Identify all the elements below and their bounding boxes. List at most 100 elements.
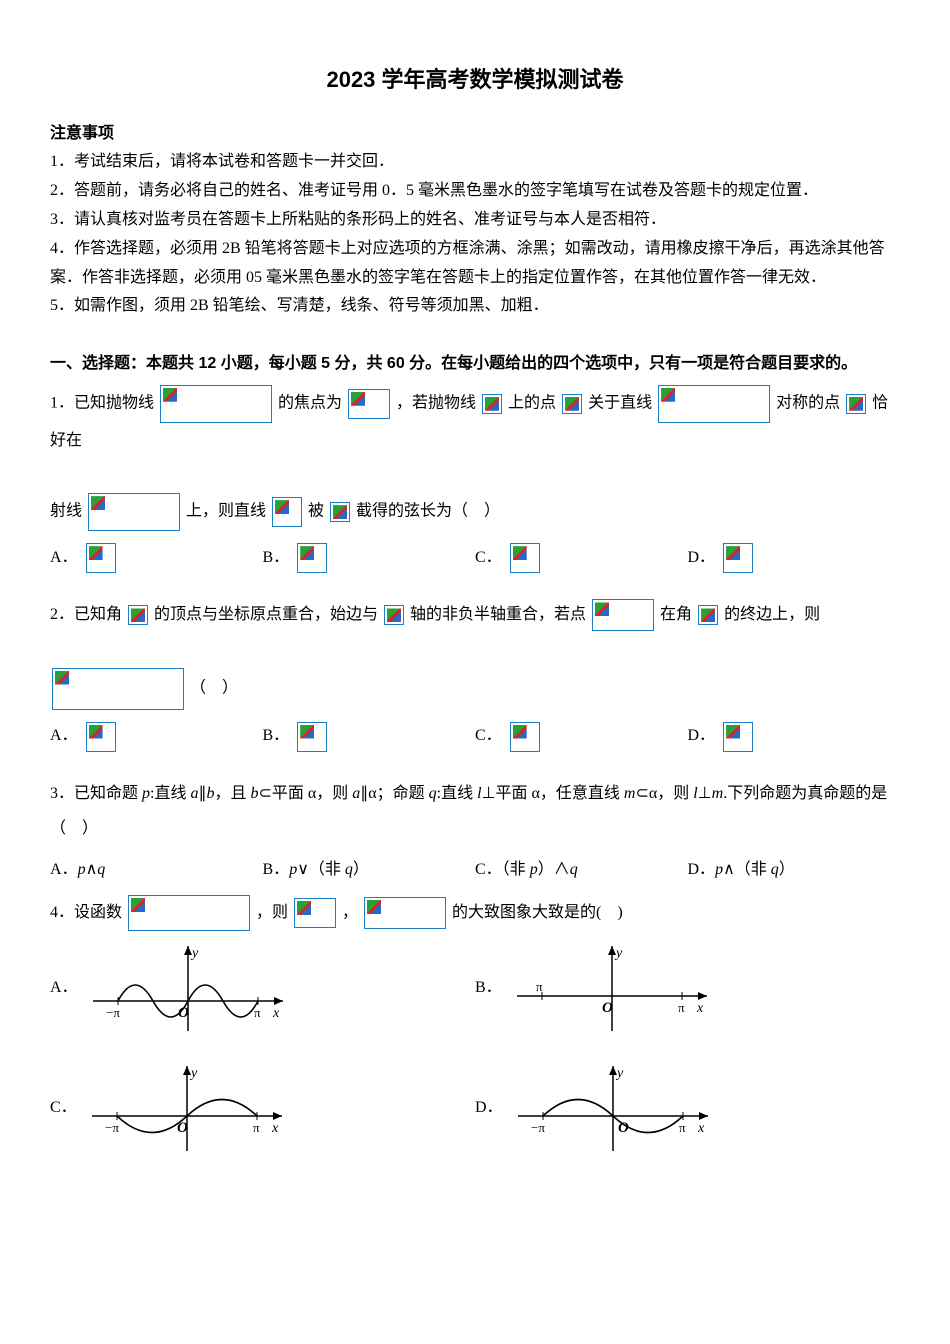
- svg-text:π: π: [536, 979, 543, 994]
- placeholder-image-icon: [510, 722, 540, 752]
- svg-text:−π: −π: [105, 1120, 119, 1135]
- q2-text: 轴的非负半轴重合，若点: [410, 606, 586, 623]
- svg-text:y: y: [615, 1066, 624, 1081]
- svg-text:O: O: [178, 1005, 189, 1021]
- option-label: C．: [475, 722, 502, 751]
- placeholder-image-icon: [297, 722, 327, 752]
- option-label: D．: [688, 722, 716, 751]
- option-label: B．: [263, 722, 290, 751]
- q2-options: A． B． C． D．: [50, 722, 900, 752]
- notice-item: 2．答题前，请务必将自己的姓名、准考证号用 0．5 毫米黑色墨水的签字笔填写在试…: [50, 177, 900, 206]
- page-title: 2023 学年高考数学模拟测试卷: [50, 60, 900, 100]
- q4-text: 4．设函数: [50, 904, 122, 921]
- graph-b-icon: y x O π π: [512, 941, 712, 1036]
- placeholder-image-icon: [294, 898, 336, 928]
- placeholder-image-icon: [128, 605, 148, 625]
- placeholder-image-icon: [592, 599, 654, 631]
- question-1: 1．已知抛物线 的焦点为 ，若抛物线 上的点 关于直线 对称的点 恰好在 射线 …: [50, 385, 900, 531]
- q1-text: 关于直线: [588, 394, 652, 411]
- graph-a-icon: y x O −π π: [88, 941, 288, 1036]
- q4-text: 的大致图象大致是的( ): [452, 904, 623, 921]
- svg-text:π: π: [679, 1120, 686, 1135]
- q1-option-d: D．: [688, 543, 901, 573]
- svg-text:−π: −π: [106, 1005, 120, 1020]
- q4-text: ，: [342, 904, 358, 921]
- question-3: 3．已知命题 p:直线 a∥b，且 b⊂平面 α，则 a∥α；命题 q:直线 l…: [50, 776, 900, 846]
- placeholder-image-icon: [723, 543, 753, 573]
- placeholder-image-icon: [510, 543, 540, 573]
- placeholder-image-icon: [348, 389, 390, 419]
- q1-option-b: B．: [263, 543, 476, 573]
- option-label: A．: [50, 974, 78, 1003]
- q1-option-c: C．: [475, 543, 688, 573]
- q1-text: 上的点: [508, 394, 556, 411]
- q4-options-row1: A． y x O −π π B． y x O π: [50, 941, 900, 1036]
- placeholder-image-icon: [723, 722, 753, 752]
- svg-text:x: x: [272, 1006, 280, 1021]
- notice-item: 3．请认真核对监考员在答题卡上所粘贴的条形码上的姓名、准考证号与本人是否相符．: [50, 206, 900, 235]
- placeholder-image-icon: [384, 605, 404, 625]
- placeholder-image-icon: [297, 543, 327, 573]
- svg-text:O: O: [177, 1120, 188, 1136]
- svg-text:y: y: [190, 946, 199, 961]
- q1-options: A． B． C． D．: [50, 543, 900, 573]
- q4-text: ，则: [256, 904, 288, 921]
- q2-option-b: B．: [263, 722, 476, 752]
- q3-option-d: D．p∧（非 q）: [688, 856, 901, 885]
- svg-text:O: O: [602, 1000, 613, 1016]
- q2-text: 2．已知角: [50, 606, 122, 623]
- placeholder-image-icon: [88, 493, 180, 531]
- option-label: D．p∧（非 q）: [688, 856, 795, 885]
- q3-option-a: A．p∧q: [50, 856, 263, 885]
- q2-option-c: C．: [475, 722, 688, 752]
- placeholder-image-icon: [128, 895, 250, 931]
- svg-text:π: π: [253, 1120, 260, 1135]
- notice-item: 5．如需作图，须用 2B 铅笔绘、写清楚，线条、符号等须加黑、加粗．: [50, 292, 900, 321]
- q1-text: 的焦点为: [278, 394, 342, 411]
- option-label: B．: [263, 544, 290, 573]
- q4-option-c: C． y x O −π π: [50, 1061, 475, 1156]
- option-label: C．: [50, 1094, 77, 1123]
- placeholder-image-icon: [86, 722, 116, 752]
- placeholder-image-icon: [330, 502, 350, 522]
- placeholder-image-icon: [364, 897, 446, 929]
- q1-option-a: A．: [50, 543, 263, 573]
- question-2: 2．已知角 的顶点与坐标原点重合，始边与 轴的非负半轴重合，若点 在角 的终边上…: [50, 597, 900, 709]
- svg-text:x: x: [697, 1121, 705, 1136]
- option-label: B．: [475, 974, 502, 1003]
- placeholder-image-icon: [562, 394, 582, 414]
- notice-item: 1．考试结束后，请将本试卷和答题卡一并交回．: [50, 148, 900, 177]
- placeholder-image-icon: [160, 385, 272, 423]
- graph-c-icon: y x O −π π: [87, 1061, 287, 1156]
- svg-text:−π: −π: [531, 1120, 545, 1135]
- notice-header: 注意事项: [50, 120, 900, 149]
- graph-d-icon: y x O −π π: [513, 1061, 713, 1156]
- option-label: B．p∨（非 q）: [263, 856, 369, 885]
- q3-options: A．p∧q B．p∨（非 q） C．（非 p）∧q D．p∧（非 q）: [50, 856, 900, 885]
- svg-text:y: y: [614, 946, 623, 961]
- option-label: D．: [688, 544, 716, 573]
- svg-text:y: y: [189, 1066, 198, 1081]
- placeholder-image-icon: [482, 394, 502, 414]
- option-label: C．（非 p）∧q: [475, 856, 578, 885]
- q1-text: 上，则直线: [186, 503, 266, 520]
- svg-text:O: O: [618, 1120, 629, 1136]
- q1-text: 被: [308, 503, 324, 520]
- q2-text: （ ）: [190, 679, 238, 696]
- notice-item: 4．作答选择题，必须用 2B 铅笔将答题卡上对应选项的方框涂满、涂黑；如需改动，…: [50, 235, 900, 293]
- option-label: D．: [475, 1094, 503, 1123]
- q2-text: 在角: [660, 606, 692, 623]
- option-label: A．p∧q: [50, 856, 105, 885]
- placeholder-image-icon: [272, 497, 302, 527]
- q2-option-a: A．: [50, 722, 263, 752]
- svg-text:π: π: [254, 1005, 261, 1020]
- placeholder-image-icon: [698, 605, 718, 625]
- option-label: A．: [50, 544, 78, 573]
- q3-option-c: C．（非 p）∧q: [475, 856, 688, 885]
- q1-text: 对称的点: [776, 394, 840, 411]
- q4-options-row2: C． y x O −π π D． y x O: [50, 1061, 900, 1156]
- placeholder-image-icon: [52, 668, 184, 710]
- q1-text: 截得的弦长为（ ）: [356, 503, 500, 520]
- q4-option-d: D． y x O −π π: [475, 1061, 900, 1156]
- q1-text: ，若抛物线: [396, 394, 476, 411]
